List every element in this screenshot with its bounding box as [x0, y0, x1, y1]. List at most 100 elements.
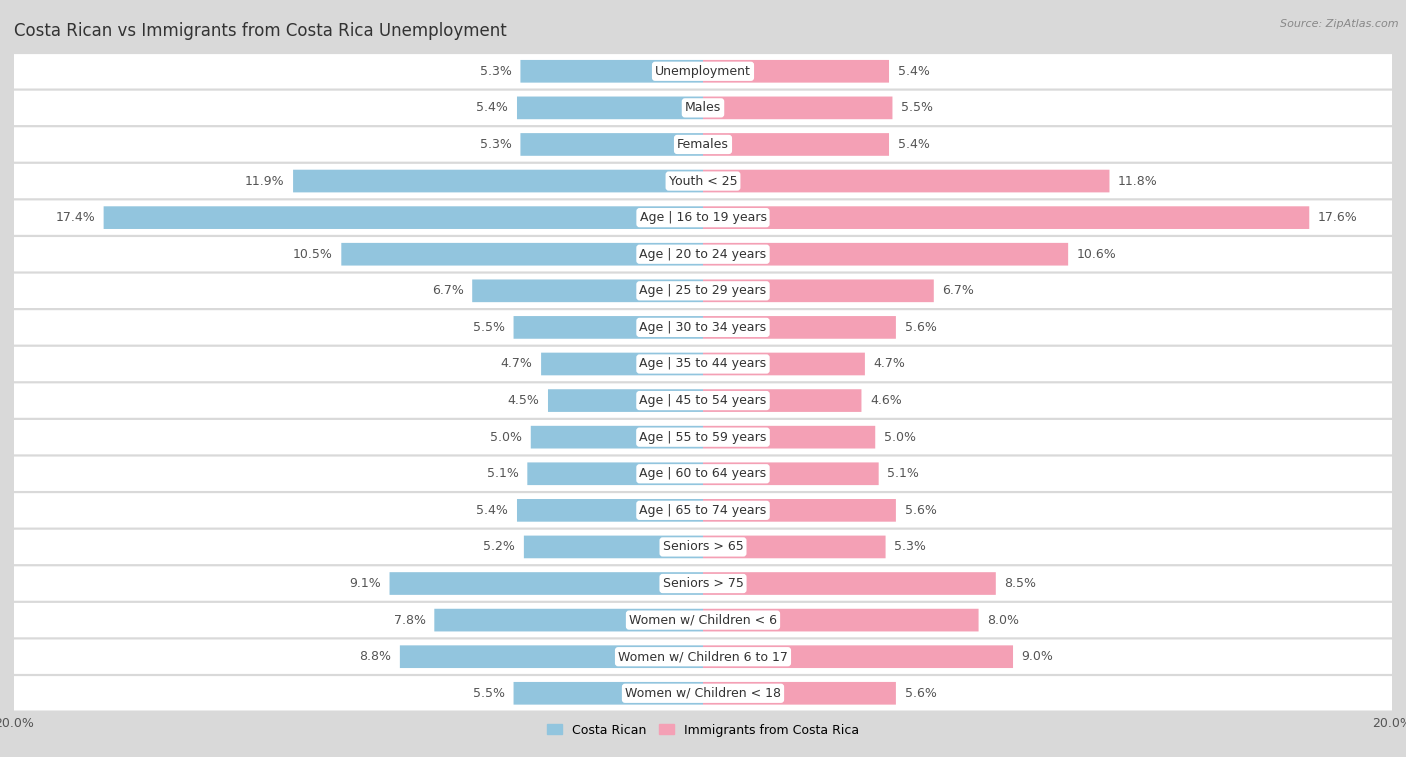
- FancyBboxPatch shape: [14, 603, 1392, 637]
- Text: 5.5%: 5.5%: [901, 101, 934, 114]
- Text: Seniors > 65: Seniors > 65: [662, 540, 744, 553]
- Text: Age | 30 to 34 years: Age | 30 to 34 years: [640, 321, 766, 334]
- FancyBboxPatch shape: [513, 682, 703, 705]
- FancyBboxPatch shape: [104, 207, 703, 229]
- Text: 5.3%: 5.3%: [894, 540, 927, 553]
- Text: 5.5%: 5.5%: [472, 321, 505, 334]
- Text: 5.3%: 5.3%: [479, 65, 512, 78]
- Text: 8.0%: 8.0%: [987, 614, 1019, 627]
- FancyBboxPatch shape: [14, 127, 1392, 162]
- FancyBboxPatch shape: [14, 347, 1392, 382]
- Text: 5.0%: 5.0%: [491, 431, 522, 444]
- Text: Age | 55 to 59 years: Age | 55 to 59 years: [640, 431, 766, 444]
- Legend: Costa Rican, Immigrants from Costa Rica: Costa Rican, Immigrants from Costa Rica: [541, 718, 865, 742]
- Text: 11.9%: 11.9%: [245, 175, 284, 188]
- Text: 6.7%: 6.7%: [942, 285, 974, 298]
- FancyBboxPatch shape: [14, 164, 1392, 198]
- Text: 5.4%: 5.4%: [897, 65, 929, 78]
- Text: 4.5%: 4.5%: [508, 394, 540, 407]
- Text: Age | 25 to 29 years: Age | 25 to 29 years: [640, 285, 766, 298]
- FancyBboxPatch shape: [14, 420, 1392, 454]
- FancyBboxPatch shape: [14, 530, 1392, 564]
- FancyBboxPatch shape: [14, 91, 1392, 125]
- Text: Youth < 25: Youth < 25: [669, 175, 737, 188]
- FancyBboxPatch shape: [520, 133, 703, 156]
- Text: 5.5%: 5.5%: [472, 687, 505, 699]
- Text: Women w/ Children < 18: Women w/ Children < 18: [626, 687, 780, 699]
- Text: 5.6%: 5.6%: [904, 687, 936, 699]
- Text: 8.5%: 8.5%: [1004, 577, 1036, 590]
- Text: Women w/ Children < 6: Women w/ Children < 6: [628, 614, 778, 627]
- Text: Females: Females: [678, 138, 728, 151]
- Text: 9.0%: 9.0%: [1022, 650, 1053, 663]
- FancyBboxPatch shape: [14, 54, 1392, 89]
- FancyBboxPatch shape: [703, 243, 1069, 266]
- Text: Age | 20 to 24 years: Age | 20 to 24 years: [640, 248, 766, 260]
- Text: Women w/ Children 6 to 17: Women w/ Children 6 to 17: [619, 650, 787, 663]
- Text: 11.8%: 11.8%: [1118, 175, 1157, 188]
- Text: 6.7%: 6.7%: [432, 285, 464, 298]
- Text: 5.4%: 5.4%: [477, 504, 509, 517]
- FancyBboxPatch shape: [703, 499, 896, 522]
- Text: Costa Rican vs Immigrants from Costa Rica Unemployment: Costa Rican vs Immigrants from Costa Ric…: [14, 22, 506, 40]
- FancyBboxPatch shape: [14, 493, 1392, 528]
- FancyBboxPatch shape: [14, 383, 1392, 418]
- Text: 5.1%: 5.1%: [887, 467, 920, 480]
- Text: Source: ZipAtlas.com: Source: ZipAtlas.com: [1281, 19, 1399, 29]
- FancyBboxPatch shape: [472, 279, 703, 302]
- Text: 8.8%: 8.8%: [360, 650, 391, 663]
- Text: 9.1%: 9.1%: [349, 577, 381, 590]
- Text: 4.6%: 4.6%: [870, 394, 901, 407]
- FancyBboxPatch shape: [703, 133, 889, 156]
- FancyBboxPatch shape: [703, 572, 995, 595]
- FancyBboxPatch shape: [14, 566, 1392, 601]
- FancyBboxPatch shape: [14, 201, 1392, 235]
- Text: Seniors > 75: Seniors > 75: [662, 577, 744, 590]
- FancyBboxPatch shape: [703, 682, 896, 705]
- Text: Age | 35 to 44 years: Age | 35 to 44 years: [640, 357, 766, 370]
- FancyBboxPatch shape: [14, 273, 1392, 308]
- FancyBboxPatch shape: [14, 456, 1392, 491]
- Text: Males: Males: [685, 101, 721, 114]
- Text: 5.4%: 5.4%: [477, 101, 509, 114]
- Text: 5.0%: 5.0%: [884, 431, 915, 444]
- FancyBboxPatch shape: [703, 97, 893, 119]
- Text: 4.7%: 4.7%: [873, 357, 905, 370]
- FancyBboxPatch shape: [531, 426, 703, 448]
- FancyBboxPatch shape: [703, 389, 862, 412]
- FancyBboxPatch shape: [703, 463, 879, 485]
- Text: Age | 65 to 74 years: Age | 65 to 74 years: [640, 504, 766, 517]
- Text: Age | 60 to 64 years: Age | 60 to 64 years: [640, 467, 766, 480]
- Text: 17.4%: 17.4%: [55, 211, 96, 224]
- FancyBboxPatch shape: [703, 609, 979, 631]
- FancyBboxPatch shape: [14, 310, 1392, 344]
- Text: Age | 45 to 54 years: Age | 45 to 54 years: [640, 394, 766, 407]
- Text: 5.2%: 5.2%: [484, 540, 515, 553]
- FancyBboxPatch shape: [517, 499, 703, 522]
- FancyBboxPatch shape: [524, 536, 703, 558]
- FancyBboxPatch shape: [703, 207, 1309, 229]
- FancyBboxPatch shape: [434, 609, 703, 631]
- Text: 4.7%: 4.7%: [501, 357, 533, 370]
- Text: 5.1%: 5.1%: [486, 467, 519, 480]
- Text: 10.5%: 10.5%: [292, 248, 333, 260]
- FancyBboxPatch shape: [342, 243, 703, 266]
- Text: 5.3%: 5.3%: [479, 138, 512, 151]
- FancyBboxPatch shape: [14, 640, 1392, 674]
- Text: 5.6%: 5.6%: [904, 504, 936, 517]
- FancyBboxPatch shape: [520, 60, 703, 83]
- FancyBboxPatch shape: [703, 426, 875, 448]
- FancyBboxPatch shape: [703, 60, 889, 83]
- FancyBboxPatch shape: [517, 97, 703, 119]
- Text: 5.4%: 5.4%: [897, 138, 929, 151]
- FancyBboxPatch shape: [292, 170, 703, 192]
- Text: 10.6%: 10.6%: [1077, 248, 1116, 260]
- FancyBboxPatch shape: [703, 316, 896, 338]
- FancyBboxPatch shape: [703, 646, 1012, 668]
- FancyBboxPatch shape: [399, 646, 703, 668]
- FancyBboxPatch shape: [14, 676, 1392, 711]
- FancyBboxPatch shape: [703, 170, 1109, 192]
- FancyBboxPatch shape: [513, 316, 703, 338]
- FancyBboxPatch shape: [541, 353, 703, 375]
- Text: Unemployment: Unemployment: [655, 65, 751, 78]
